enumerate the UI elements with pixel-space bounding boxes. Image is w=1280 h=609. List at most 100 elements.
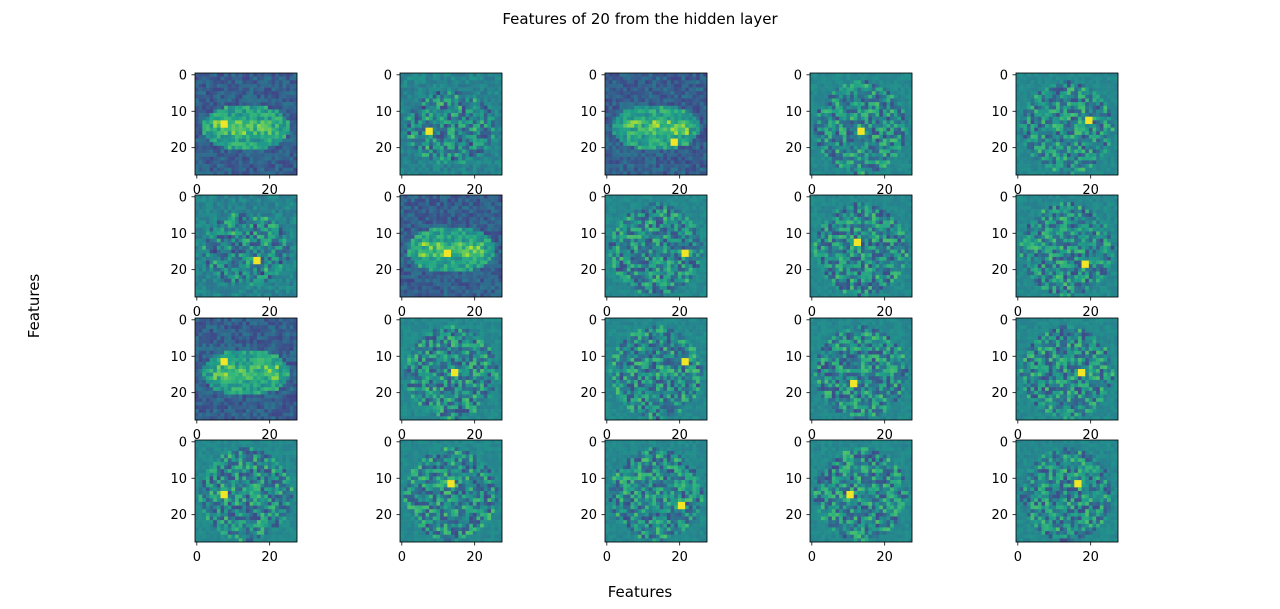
heatmap-cell (275, 209, 280, 214)
heatmap-cell (901, 138, 906, 143)
heatmap-cell (289, 231, 294, 236)
heatmap-cell (465, 145, 470, 150)
heatmap-cell (1103, 127, 1108, 132)
heatmap-cell (674, 94, 679, 99)
heatmap-cell (242, 238, 247, 243)
heatmap-cell (666, 164, 671, 169)
heatmap-cell (688, 91, 693, 96)
heatmap-cell (1070, 91, 1075, 96)
heatmap-cell (1107, 131, 1112, 136)
heatmap-cell (293, 242, 298, 247)
heatmap-cell (476, 102, 481, 107)
heatmap-cell (688, 167, 693, 172)
heatmap-cell (904, 102, 909, 107)
heatmap-cell (246, 116, 250, 121)
heatmap-cell (246, 278, 250, 283)
heatmap-cell (465, 134, 470, 139)
heatmap-cell (278, 246, 283, 250)
heatmap-cell (1088, 156, 1093, 161)
heatmap-cell (286, 271, 291, 276)
heatmap-cell (282, 80, 287, 85)
heatmap-cell (871, 164, 876, 169)
heatmap-cell (699, 138, 704, 143)
heatmap-cell (275, 98, 280, 103)
heatmap-cell (487, 156, 492, 161)
heatmap-cell (666, 149, 671, 154)
heatmap-cell (249, 271, 254, 276)
heatmap-cell (641, 116, 646, 121)
heatmap-cell (289, 209, 294, 214)
heatmap-cell (472, 134, 477, 139)
heatmap-cell (275, 153, 280, 158)
heatmap-cell (476, 131, 481, 136)
heatmap-cell (469, 120, 474, 125)
heatmap-cell (1067, 142, 1071, 147)
heatmap-cell (235, 87, 240, 92)
heatmap-cell (425, 202, 430, 207)
heatmap-cell (286, 120, 291, 125)
x-tick-label: 0 (1014, 183, 1022, 198)
heatmap-cell (1074, 87, 1079, 92)
heatmap-cell (685, 94, 690, 99)
heatmap-cell (813, 131, 818, 136)
heatmap-cell (282, 94, 287, 99)
heatmap-cell (703, 109, 708, 114)
heatmap-cell (235, 256, 240, 261)
heatmap-cell (1037, 160, 1042, 165)
heatmap-cell (893, 120, 898, 125)
heatmap-cell (271, 202, 276, 207)
heatmap-cell (813, 87, 818, 92)
heatmap-cell (810, 160, 814, 165)
heatmap-cell (418, 198, 423, 203)
heatmap-cell (882, 76, 887, 81)
heatmap-cell (267, 216, 272, 221)
heatmap-cell (216, 145, 221, 150)
heatmap-cell (447, 205, 452, 210)
heatmap-cell (235, 105, 240, 110)
heatmap-cell (425, 98, 430, 103)
heatmap-cell (605, 105, 609, 110)
heatmap-cell (1110, 138, 1115, 143)
heatmap-cell (1045, 80, 1050, 85)
heatmap-cell (238, 293, 243, 298)
heatmap-cell (286, 205, 291, 210)
heatmap-cell (1026, 160, 1031, 165)
heatmap-cell (260, 235, 265, 240)
heatmap-cell (220, 231, 225, 236)
heatmap-cell (403, 134, 408, 139)
heatmap-cell (886, 116, 891, 121)
heatmap-cell (278, 282, 283, 287)
heatmap-cell (213, 73, 218, 77)
heatmap-cell (271, 145, 276, 150)
heatmap-cell (1074, 109, 1079, 114)
heatmap-cell (648, 113, 653, 118)
heatmap-cell (275, 124, 280, 128)
heatmap-cell (198, 195, 203, 199)
heatmap-cell (850, 105, 855, 110)
heatmap-cell (1107, 73, 1112, 77)
heatmap-cell (447, 124, 452, 128)
heatmap-cell (1103, 134, 1108, 139)
heatmap-cell (890, 102, 895, 107)
heatmap-cell (879, 109, 884, 114)
heatmap-cell (663, 113, 668, 118)
heatmap-cell (231, 167, 236, 172)
heatmap-cell (652, 83, 657, 88)
heatmap-cell (850, 134, 855, 139)
heatmap-cell (220, 142, 225, 147)
heatmap-cell (487, 202, 492, 207)
heatmap-cell (842, 171, 847, 176)
heatmap-cell (483, 113, 488, 118)
heatmap-cell (432, 149, 437, 154)
heatmap-cell (465, 171, 470, 176)
heatmap-cell (282, 267, 287, 272)
heatmap-cell (213, 156, 218, 161)
heatmap-cell (418, 76, 423, 81)
heatmap-cell (275, 216, 280, 221)
heatmap-cell (231, 171, 236, 176)
heatmap-cell (648, 83, 653, 88)
heatmap-cell (1085, 134, 1090, 139)
heatmap-cell (810, 167, 814, 172)
heatmap-cell (1041, 87, 1046, 92)
heatmap-cell (1030, 73, 1035, 77)
